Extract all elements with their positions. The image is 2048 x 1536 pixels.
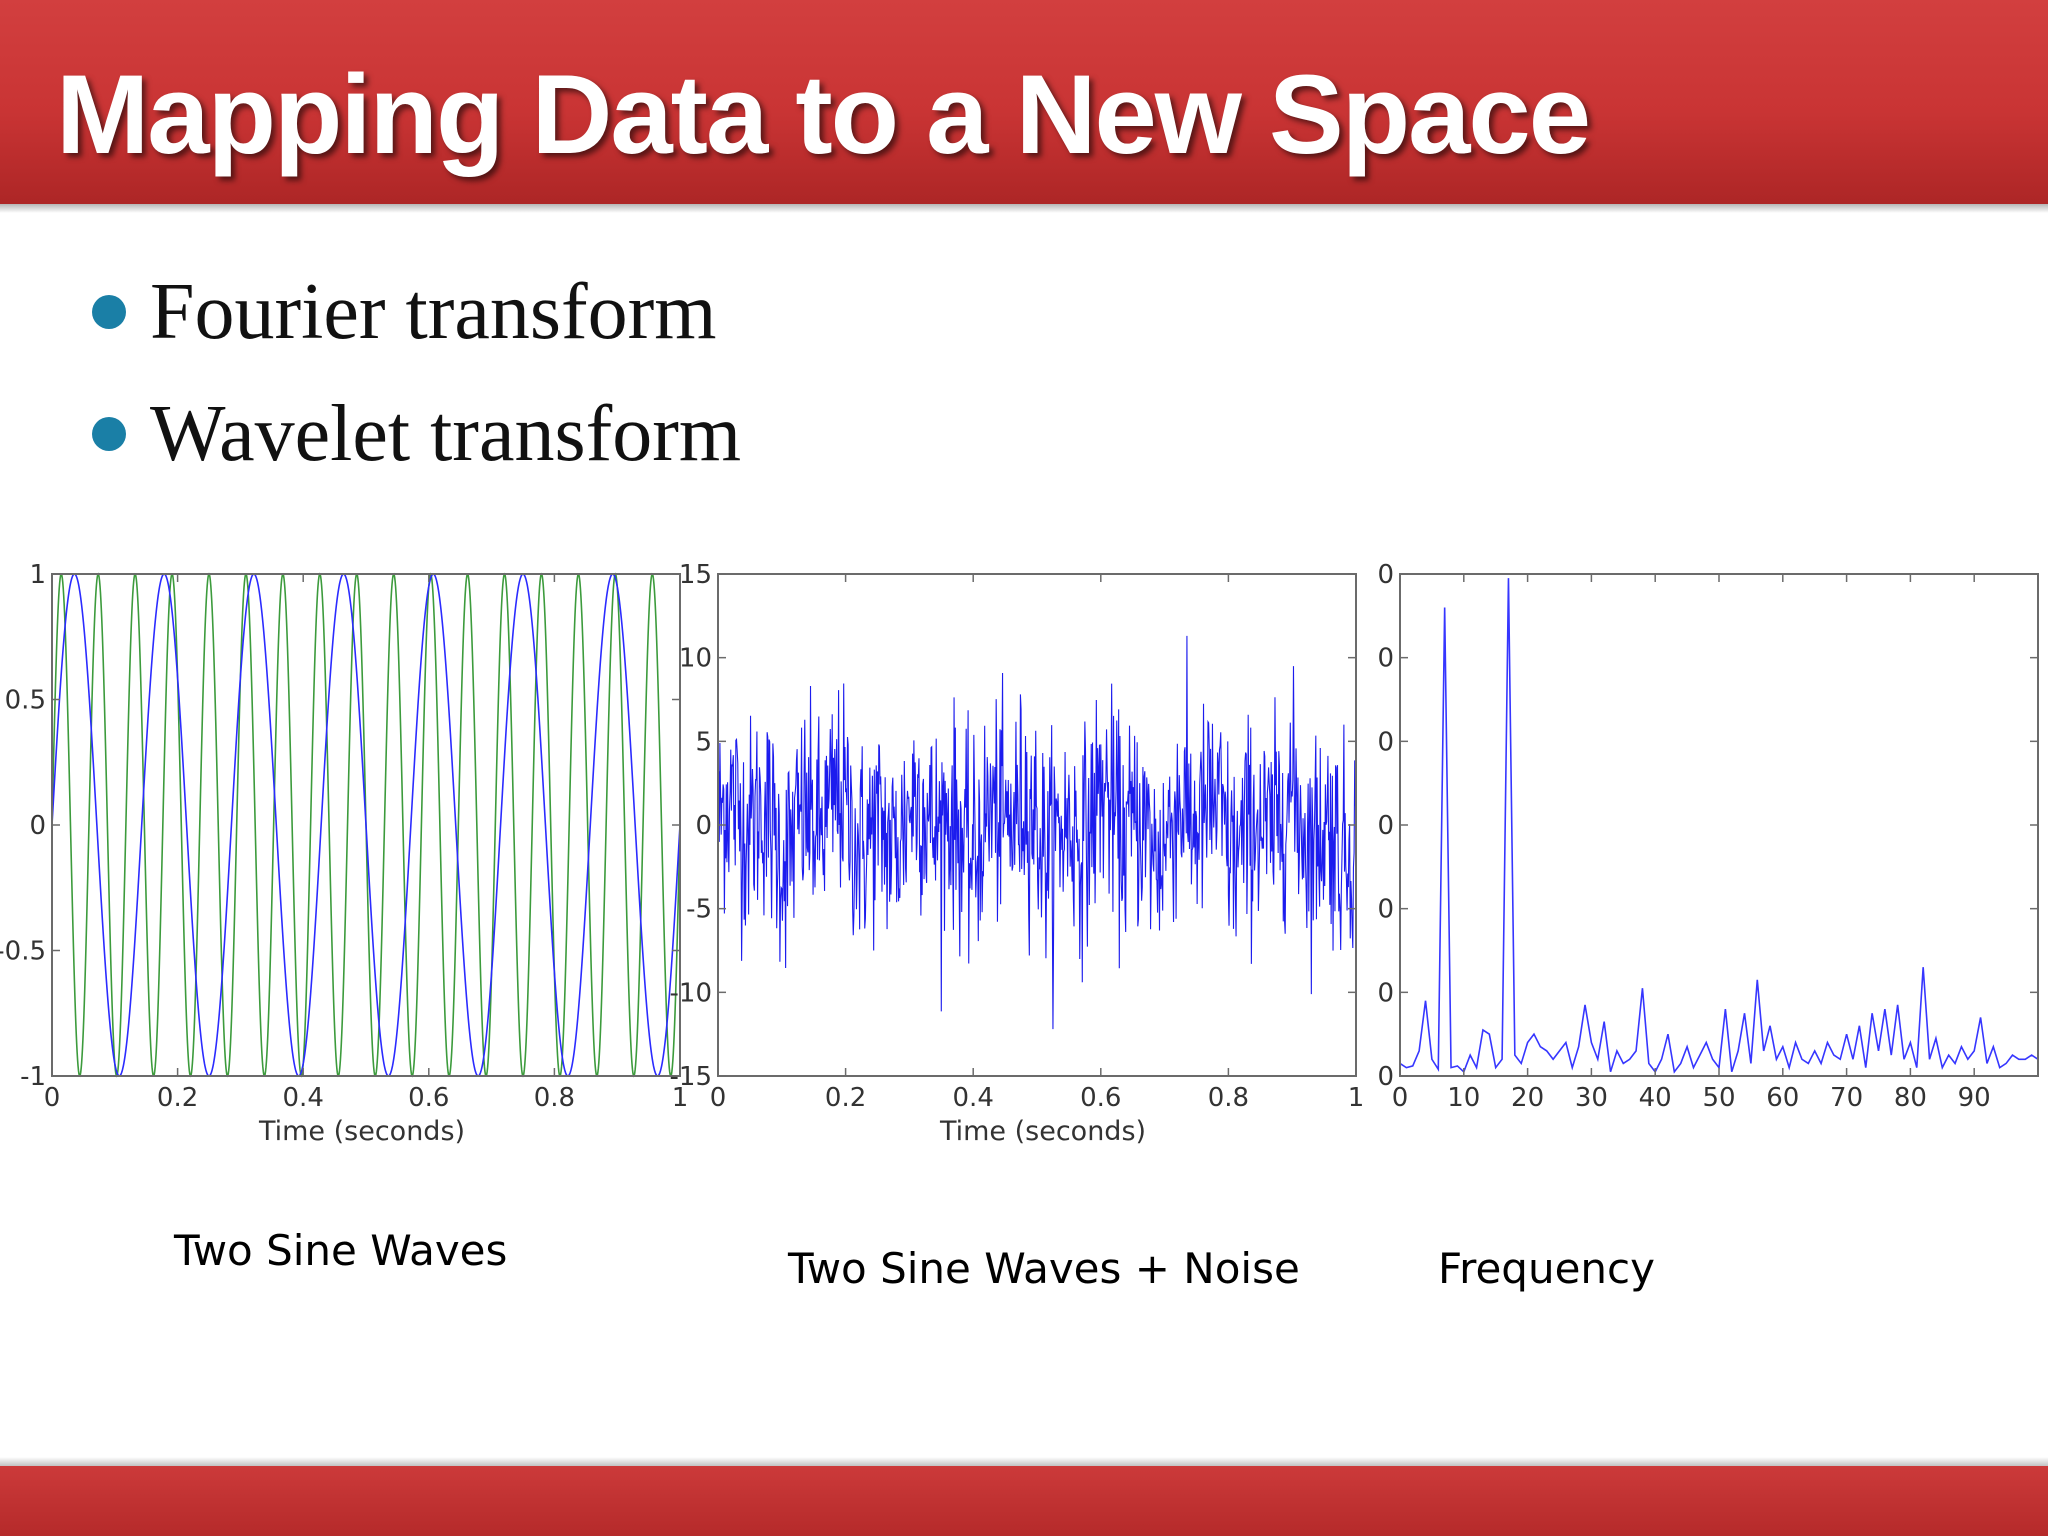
x-tick-label: 30	[1575, 1083, 1608, 1113]
y-tick-label: -1	[20, 1062, 46, 1092]
x-tick-label: 1	[1348, 1083, 1365, 1113]
y-tick-label: 0	[1377, 560, 1394, 590]
chart-1-series-0-line	[51, 573, 681, 1077]
x-tick-label: 20	[1511, 1083, 1544, 1113]
y-tick-label: 0	[1377, 895, 1394, 925]
y-tick-label: -15	[670, 1062, 712, 1092]
bullet-item-fourier: Fourier transform	[92, 262, 717, 362]
title-bar-shadow	[0, 204, 2048, 213]
x-tick-label: 0.6	[1080, 1083, 1121, 1113]
y-tick-label: 1	[29, 560, 46, 590]
slide-title: Mapping Data to a New Space	[56, 52, 1591, 177]
y-tick-label: -10	[670, 978, 712, 1008]
x-tick-label: 0.8	[534, 1083, 575, 1113]
caption-sine-waves-noise: Two Sine Waves + Noise	[788, 1244, 1300, 1293]
x-tick-label: 0	[44, 1083, 61, 1113]
bullet-dot-icon	[92, 295, 126, 329]
x-tick-label: 0.2	[825, 1083, 866, 1113]
x-tick-label: 0	[1392, 1083, 1409, 1113]
x-axis-label: Time (seconds)	[258, 1116, 465, 1147]
x-tick-label: 70	[1830, 1083, 1863, 1113]
x-axis-label: Time (seconds)	[939, 1116, 1146, 1147]
bullet-text: Fourier transform	[150, 267, 717, 356]
y-tick-label: 5	[695, 727, 712, 757]
x-tick-label: 0	[710, 1083, 727, 1113]
x-tick-label: 90	[1958, 1083, 1991, 1113]
x-tick-label: 10	[1447, 1083, 1480, 1113]
x-tick-label: 60	[1766, 1083, 1799, 1113]
bullet-item-wavelet: Wavelet transform	[92, 384, 741, 484]
y-tick-label: 0	[1377, 1062, 1394, 1092]
chart-3-spectrum-line	[1399, 578, 2039, 1074]
y-tick-label: 0	[1377, 644, 1394, 674]
y-tick-label: 15	[679, 560, 712, 590]
y-tick-label: 0	[29, 811, 46, 841]
x-tick-label: 0.2	[157, 1083, 198, 1113]
bullet-text: Wavelet transform	[150, 389, 742, 478]
x-tick-label: 0.6	[408, 1083, 449, 1113]
x-tick-label: 1	[672, 1083, 689, 1113]
y-tick-label: -5	[686, 895, 712, 925]
x-tick-label: 0.4	[953, 1083, 994, 1113]
chart-2-noisy-signal-line	[717, 635, 1357, 1030]
x-tick-label: 40	[1639, 1083, 1672, 1113]
y-tick-label: 0	[695, 811, 712, 841]
caption-two-sine-waves: Two Sine Waves	[174, 1226, 508, 1275]
chart-3-frame	[1399, 573, 2039, 1077]
y-tick-label: 0	[1377, 978, 1394, 1008]
y-tick-label: 10	[679, 644, 712, 674]
bullet-dot-icon	[92, 417, 126, 451]
caption-frequency: Frequency	[1438, 1244, 1655, 1293]
footer-bar-shadow	[0, 1457, 2048, 1466]
x-tick-label: 0.8	[1208, 1083, 1249, 1113]
y-tick-label: 0	[1377, 727, 1394, 757]
y-tick-label: 0	[1377, 811, 1394, 841]
x-tick-label: 0.4	[283, 1083, 324, 1113]
footer-bar	[0, 1466, 2048, 1536]
y-tick-label: 0.5	[5, 686, 46, 716]
x-tick-label: 80	[1894, 1083, 1927, 1113]
x-tick-label: 50	[1702, 1083, 1735, 1113]
y-tick-label: -0.5	[0, 937, 46, 967]
title-bar	[0, 0, 2048, 204]
chart-1-axes: 0 0.2 0.4 0.6 0.8 1 -1 -0.5 0 0.5 1 Time (seconds)	[0, 560, 688, 1147]
